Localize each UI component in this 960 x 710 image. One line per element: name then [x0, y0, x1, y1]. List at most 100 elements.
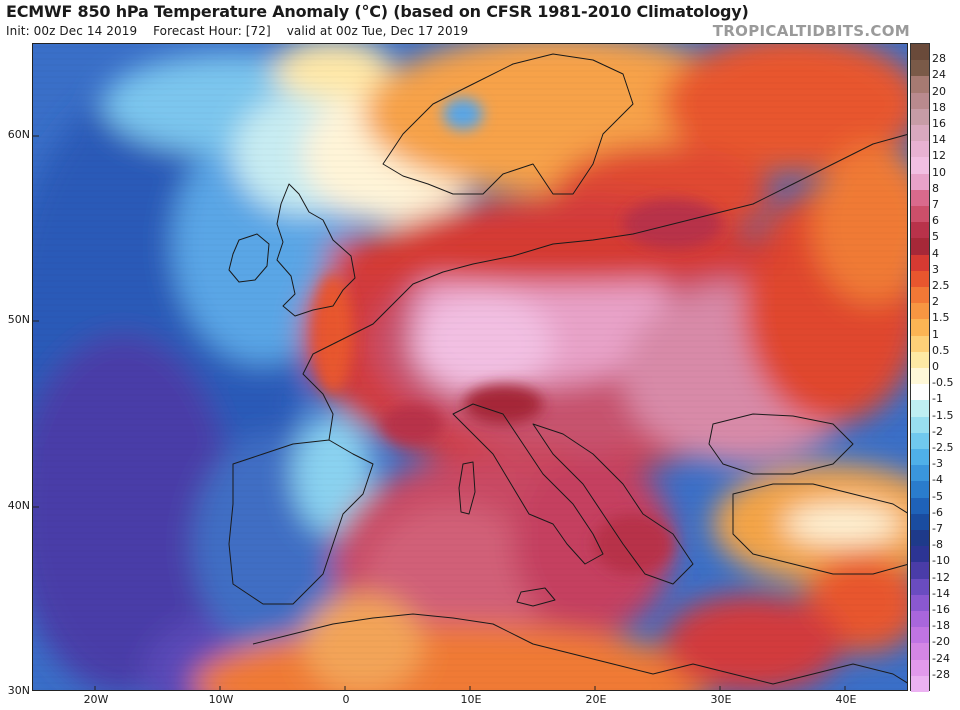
colorbar-segment	[911, 530, 929, 547]
colorbar-label: 14	[932, 133, 946, 147]
lon-label-10w: 10W	[208, 693, 234, 706]
colorbar-label: -28	[932, 667, 950, 681]
colorbar-segment	[911, 303, 929, 320]
valid-time: valid at 00z Tue, Dec 17 2019	[286, 24, 469, 38]
colorbar-segment	[911, 319, 929, 337]
colorbar-label: 7	[932, 198, 939, 211]
colorbar-segment-cap	[911, 44, 929, 61]
colorbar	[910, 43, 930, 693]
coast-france-west	[302, 343, 334, 441]
colorbar-segment	[911, 141, 929, 158]
anomaly-map	[32, 43, 908, 691]
colorbar-label: -2	[932, 424, 943, 438]
colorbar-label: -7	[932, 522, 943, 535]
colorbar-segment	[911, 368, 929, 385]
lon-label-30e: 30E	[710, 693, 732, 706]
colorbar-label: 2	[932, 295, 939, 309]
colorbar-segment	[911, 270, 929, 288]
colorbar-label: 16	[932, 117, 946, 130]
map-title: ECMWF 850 hPa Temperature Anomaly (°C) (…	[6, 2, 749, 21]
lat-label-60n: 60N	[7, 128, 30, 141]
colorbar-segment	[911, 157, 929, 175]
colorbar-label: 6	[932, 214, 939, 228]
colorbar-label: 8	[932, 181, 939, 195]
coast-north-europe	[332, 134, 907, 345]
colorbar-segment	[911, 497, 929, 515]
colorbar-label: 1	[932, 327, 939, 341]
coastlines	[228, 53, 907, 685]
colorbar-segment	[911, 546, 929, 563]
colorbar-segment	[911, 189, 929, 207]
colorbar-segment	[911, 60, 929, 77]
colorbar-segment	[911, 384, 929, 401]
colorbar-segment	[911, 675, 929, 693]
colorbar-segment	[911, 449, 929, 466]
colorbar-segment	[911, 627, 929, 644]
lat-label-30n: 30N	[7, 684, 30, 697]
colorbar-label: 24	[932, 68, 946, 82]
colorbar-label: -6	[932, 505, 943, 519]
coast-scandinavia	[382, 53, 634, 195]
colorbar-label: -1.5	[932, 408, 954, 422]
lon-label-40e: 40E	[835, 693, 857, 706]
colorbar-segment	[911, 108, 929, 126]
colorbar-label: -1	[932, 392, 943, 406]
map-subtitle: Init: 00z Dec 14 2019 Forecast Hour: [72…	[6, 24, 480, 38]
colorbar-segment	[911, 465, 929, 482]
colorbar-label: 3	[932, 262, 939, 276]
colorbar-label: -12	[932, 570, 950, 584]
lat-label-40n: 40N	[7, 499, 30, 512]
lon-label-20w: 20W	[83, 693, 109, 706]
colorbar-segment	[911, 416, 929, 434]
init-time: Init: 00z Dec 14 2019	[6, 24, 138, 38]
lon-label-0: 0	[342, 693, 350, 706]
colorbar-segment	[911, 513, 929, 531]
colorbar-segment	[911, 611, 929, 628]
colorbar-segment	[911, 254, 929, 272]
colorbar-segment	[911, 287, 929, 304]
colorbar-label: -20	[932, 635, 950, 649]
forecast-hour: Forecast Hour: [72]	[153, 24, 271, 38]
colorbar-segment	[911, 125, 929, 142]
colorbar-label: 28	[932, 52, 946, 66]
colorbar-segment	[911, 76, 929, 94]
colorbar-label: -18	[932, 619, 950, 633]
colorbar-label: 2.5	[932, 279, 950, 292]
colorbar-label: -0.5	[932, 376, 954, 390]
colorbar-label: -5	[932, 489, 943, 503]
coast-north-africa	[252, 613, 907, 685]
colorbar-label: 0.5	[932, 343, 950, 357]
coast-iberia	[228, 439, 374, 605]
colorbar-label: -8	[932, 538, 943, 552]
colorbar-segment	[911, 481, 929, 499]
colorbar-segment	[911, 643, 929, 661]
colorbar-label: 4	[932, 246, 939, 260]
colorbar-label: -16	[932, 603, 950, 616]
colorbar-segment	[911, 92, 929, 110]
lon-label-10e: 10E	[460, 693, 482, 706]
colorbar-segment	[911, 432, 929, 450]
graticule-ticks	[33, 135, 846, 690]
colorbar-label: 12	[932, 149, 946, 163]
colorbar-label: -3	[932, 457, 943, 471]
colorbar-label: -2.5	[932, 441, 954, 454]
colorbar-segment	[911, 594, 929, 612]
coast-great-britain	[276, 183, 356, 317]
colorbar-segment	[911, 335, 929, 353]
coast-balkans	[532, 423, 694, 585]
brand-watermark: TROPICALTIDBITS.COM	[712, 22, 910, 40]
colorbar-label: 20	[932, 84, 946, 98]
coast-ireland	[228, 233, 270, 283]
map-svg	[33, 44, 907, 690]
colorbar-segment	[911, 173, 929, 191]
colorbar-segment	[911, 206, 929, 223]
coast-italy	[452, 403, 604, 565]
coast-black-sea	[708, 413, 854, 475]
colorbar-label: 0	[932, 360, 939, 373]
colorbar-label: -10	[932, 554, 950, 568]
lat-label-50n: 50N	[7, 313, 30, 326]
colorbar-label: 18	[932, 100, 946, 114]
colorbar-label: -14	[932, 586, 950, 600]
colorbar-segment	[911, 562, 929, 580]
colorbar-label: 1.5	[932, 311, 950, 325]
